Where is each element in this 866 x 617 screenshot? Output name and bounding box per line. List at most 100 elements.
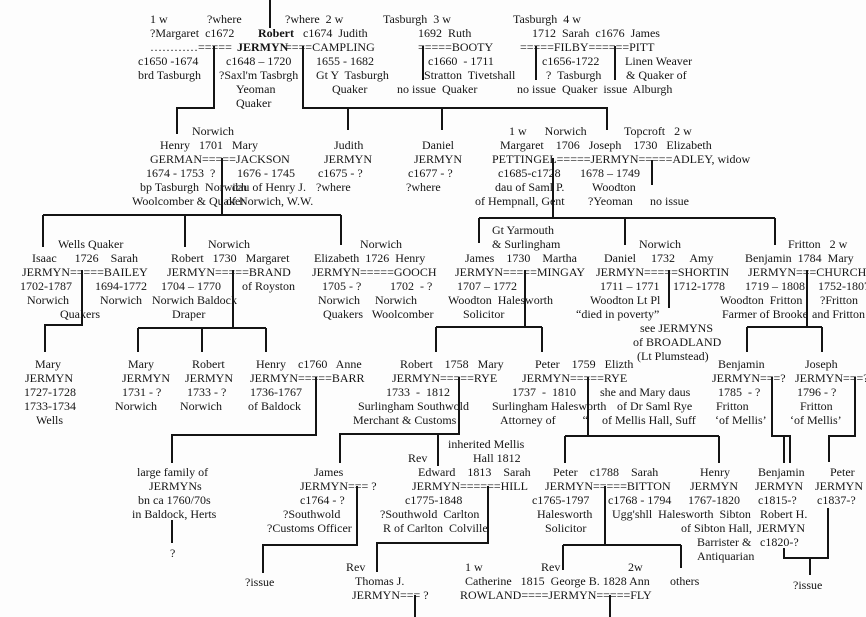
tree-label: Peter — [830, 465, 855, 479]
connector-line — [828, 377, 856, 462]
tree-label: Norwich Norwich — [318, 293, 417, 307]
tree-label: she and Mary daus — [600, 385, 691, 399]
tree-label: JERMYN — [324, 152, 373, 166]
tree-label: 1674 - 1753 ? — [146, 166, 216, 180]
tree-label: & Surlingham — [492, 237, 561, 251]
tree-label: (Lt Plumstead) — [637, 349, 709, 363]
tree-label: Henry 1701 Mary — [160, 138, 258, 152]
tree-label: Robert — [258, 26, 294, 40]
tree-label: Stratton Tivetshall — [424, 68, 516, 82]
tree-label: Rev — [346, 560, 366, 574]
tree-label: Peter 1759 Elizth — [535, 357, 634, 371]
tree-label: no issue — [650, 194, 689, 208]
tree-label: Draper — [172, 307, 206, 321]
tree-label: ? — [170, 546, 176, 560]
tree-label: JERMYN=====BAILEY — [22, 265, 148, 279]
tree-label: 1767-1820 — [688, 493, 740, 507]
tree-label: 1702-1787 — [20, 279, 72, 293]
tree-label: 1678 – 1749 — [580, 166, 640, 180]
tree-label: 2w — [628, 560, 643, 574]
tree-label: ‘of Mellis’ — [715, 413, 767, 427]
tree-label: Margaret 1706 Joseph 1730 Elizabeth — [500, 138, 712, 152]
tree-label: JERMYN — [755, 479, 804, 493]
tree-label: JERMYN — [237, 40, 289, 54]
tree-label: 1733 - 1812 — [386, 385, 450, 399]
tree-label: Henry — [700, 465, 730, 479]
tree-label: Norwich — [192, 124, 234, 138]
tree-label: Halesworth — [537, 507, 593, 521]
tree-label: Quaker — [236, 96, 272, 110]
tree-label: =====FILBY======PITT — [520, 40, 655, 54]
tree-label: 1712-1778 — [673, 279, 725, 293]
tree-label: 1 w — [465, 560, 483, 574]
tree-label: =====BOOTY — [418, 40, 494, 54]
tree-label: of Royston — [242, 279, 296, 293]
tree-label: c1764 - ? — [300, 493, 345, 507]
tree-label: ?Margaret c1672 — [150, 26, 235, 40]
connector-line — [171, 377, 317, 463]
tree-label: Catherine 1815 George B. 1828 Ann — [465, 574, 650, 588]
tree-label: c1660 - 1711 — [428, 54, 494, 68]
tree-label: Mary — [35, 357, 61, 371]
tree-label: 1733 - ? — [187, 385, 227, 399]
tree-label: 1676 - 1745 — [237, 166, 295, 180]
tree-label: ?issue — [793, 578, 823, 592]
tree-label: of Mellis Hall, Suff — [602, 413, 696, 427]
tree-label: Topcroft 2 w — [624, 124, 692, 138]
tree-label: Rev — [541, 560, 561, 574]
tree-label: JERMYN=====BITTON — [545, 479, 671, 493]
tree-label: ?Saxl'm Tasbrgh — [219, 68, 299, 82]
tree-label: Solicitor — [463, 307, 505, 321]
tree-label: Woodton Halesworth — [448, 293, 554, 307]
tree-label: see JERMYNS — [640, 321, 714, 335]
tree-label: ====CAMPLING — [285, 40, 375, 54]
connector-line — [262, 486, 358, 573]
tree-label: Norwich — [208, 237, 250, 251]
tree-label: JERMYN — [815, 479, 864, 493]
tree-label: of BROADLAND — [633, 335, 722, 349]
tree-label: Daniel 1732 Amy — [604, 251, 714, 265]
connector-line — [339, 377, 460, 463]
tree-label: ?Southwold Carlton — [380, 507, 480, 521]
tree-label: inherited Mellis — [448, 437, 525, 451]
tree-label: of Hempnall, Gent — [475, 194, 565, 208]
tree-label: 1712 Sarah c1676 James — [532, 26, 660, 40]
tree-label: bn ca 1760/70s — [138, 493, 211, 507]
tree-label: James 1730 Martha — [465, 251, 577, 265]
tree-label: Norwich Baldock — [152, 293, 237, 307]
tree-label: brd Tasburgh — [138, 68, 202, 82]
tree-label: JERMYN===? — [712, 371, 786, 385]
tree-label: ‘of Mellis’ — [790, 413, 842, 427]
tree-label: bp Tasburgh Norwich — [140, 180, 248, 194]
tree-label: Rev — [408, 451, 428, 465]
connector-line — [176, 46, 215, 134]
tree-label: ?Fritton — [820, 293, 858, 307]
tree-label: Antiquarian — [697, 549, 755, 563]
tree-label: of Sibton Hall, — [681, 521, 752, 535]
tree-label: Woodton Lt Pl — [590, 293, 661, 307]
tree-label: JERMYN=====RYE — [522, 371, 628, 385]
tree-label: dau of Saml P. — [495, 180, 565, 194]
tree-label: c1685-c1728 — [498, 166, 561, 180]
tree-label: JERMYN=====SHORTIN — [596, 265, 730, 279]
tree-label: Norwich — [360, 237, 402, 251]
tree-label: Benjamin — [758, 465, 805, 479]
tree-label: Gt Yarmouth — [492, 223, 555, 237]
tree-label: 1702 - ? — [390, 279, 433, 293]
tree-label: 1655 - 1682 — [316, 54, 374, 68]
tree-label: PETTINGEL=====JERMYN=====ADLEY, widow — [492, 152, 751, 166]
tree-label: 1694-1772 — [95, 279, 147, 293]
tree-label: Gt Y Tasburgh — [316, 68, 389, 82]
tree-label: JERMYN=== ? — [300, 479, 377, 493]
tree-label: JERMYN=====BRAND — [167, 265, 291, 279]
tree-label: Mary — [128, 357, 154, 371]
tree-label: Attorney of “ — [500, 413, 588, 427]
tree-label: c1677 - ? — [408, 166, 453, 180]
tree-label: 1737 - 1810 — [512, 385, 576, 399]
tree-label: ?where — [316, 180, 351, 194]
tree-label: Henry c1760 Anne — [256, 357, 362, 371]
tree-label: ROWLAND====JERMYN=====FLY — [460, 588, 652, 602]
tree-label: Daniel — [422, 138, 454, 152]
tree-label: 1707 – 1772 — [457, 279, 517, 293]
